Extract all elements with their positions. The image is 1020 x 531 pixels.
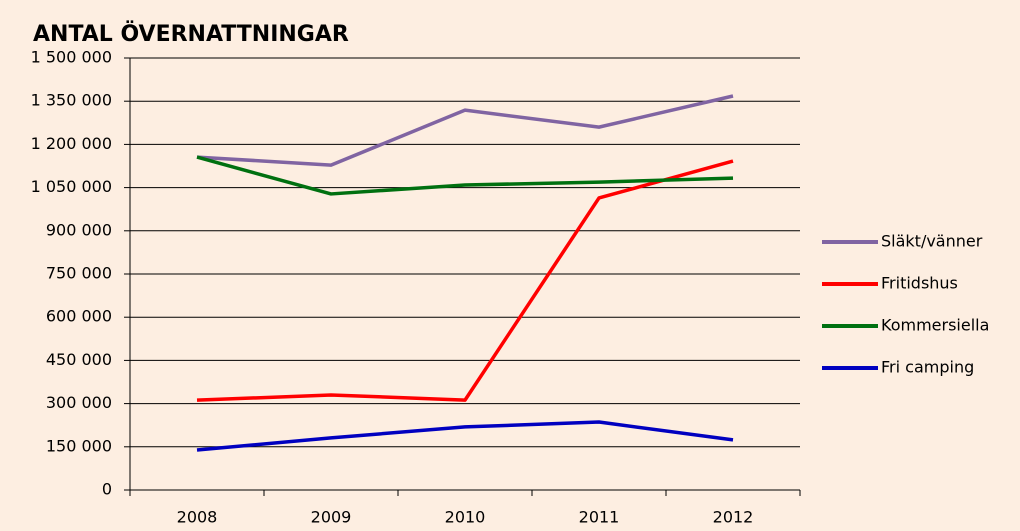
x-tick-label: 2009 bbox=[311, 508, 352, 527]
series-line bbox=[196, 94, 734, 167]
y-tick-label: 450 000 bbox=[46, 350, 112, 369]
y-tick-label: 1 050 000 bbox=[31, 177, 112, 196]
y-tick-label: 1 200 000 bbox=[31, 134, 112, 153]
y-tick-label: 0 bbox=[102, 480, 112, 499]
chart-title: ANTAL ÖVERNATTNINGAR bbox=[33, 21, 349, 47]
series-line bbox=[196, 155, 734, 196]
x-tick-label: 2011 bbox=[579, 508, 620, 527]
x-tick-label: 2008 bbox=[177, 508, 218, 527]
legend-label: Släkt/vänner bbox=[881, 232, 983, 251]
x-tick-label: 2012 bbox=[713, 508, 754, 527]
x-tick-label: 2010 bbox=[445, 508, 486, 527]
y-tick-label: 900 000 bbox=[46, 220, 112, 239]
y-tick-label: 750 000 bbox=[46, 264, 112, 283]
legend-label: Kommersiella bbox=[881, 316, 989, 335]
series-line bbox=[196, 420, 734, 452]
y-tick-label: 1 500 000 bbox=[31, 48, 112, 67]
y-tick-label: 150 000 bbox=[46, 436, 112, 455]
y-tick-label: 600 000 bbox=[46, 307, 112, 326]
legend-label: Fri camping bbox=[881, 358, 974, 377]
legend-label: Fritidshus bbox=[881, 274, 958, 293]
series-line bbox=[196, 159, 734, 402]
y-tick-label: 300 000 bbox=[46, 393, 112, 412]
y-tick-label: 1 350 000 bbox=[31, 91, 112, 110]
